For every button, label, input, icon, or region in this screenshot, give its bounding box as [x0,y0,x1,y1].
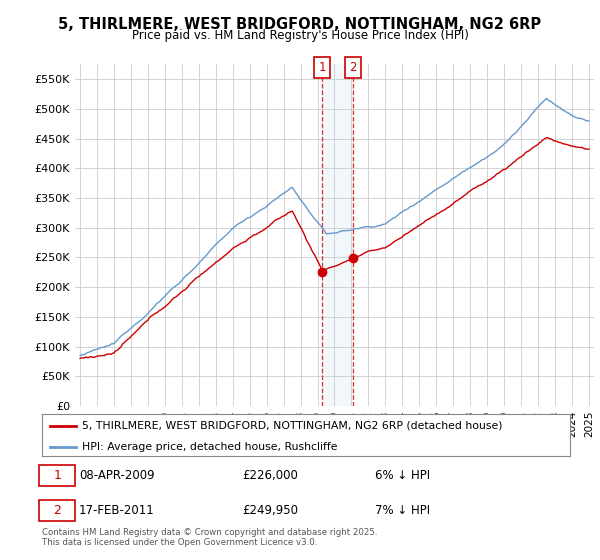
Text: 5, THIRLMERE, WEST BRIDGFORD, NOTTINGHAM, NG2 6RP: 5, THIRLMERE, WEST BRIDGFORD, NOTTINGHAM… [58,17,542,32]
Text: Price paid vs. HM Land Registry's House Price Index (HPI): Price paid vs. HM Land Registry's House … [131,29,469,42]
FancyBboxPatch shape [40,501,75,521]
Text: 7% ↓ HPI: 7% ↓ HPI [374,504,430,517]
Text: 6% ↓ HPI: 6% ↓ HPI [374,469,430,482]
Text: £249,950: £249,950 [242,504,299,517]
Text: 2: 2 [53,504,61,517]
Bar [322,64,353,406]
Text: HPI: Average price, detached house, Rushcliffe: HPI: Average price, detached house, Rush… [82,442,337,452]
Text: 17-FEB-2011: 17-FEB-2011 [79,504,155,517]
Text: £226,000: £226,000 [242,469,299,482]
Text: 2: 2 [349,61,356,74]
Text: 1: 1 [53,469,61,482]
Text: Contains HM Land Registry data © Crown copyright and database right 2025.
This d: Contains HM Land Registry data © Crown c… [42,528,377,547]
Text: 1: 1 [319,61,326,74]
FancyBboxPatch shape [40,465,75,486]
Text: 08-APR-2009: 08-APR-2009 [79,469,155,482]
Text: 5, THIRLMERE, WEST BRIDGFORD, NOTTINGHAM, NG2 6RP (detached house): 5, THIRLMERE, WEST BRIDGFORD, NOTTINGHAM… [82,421,502,431]
